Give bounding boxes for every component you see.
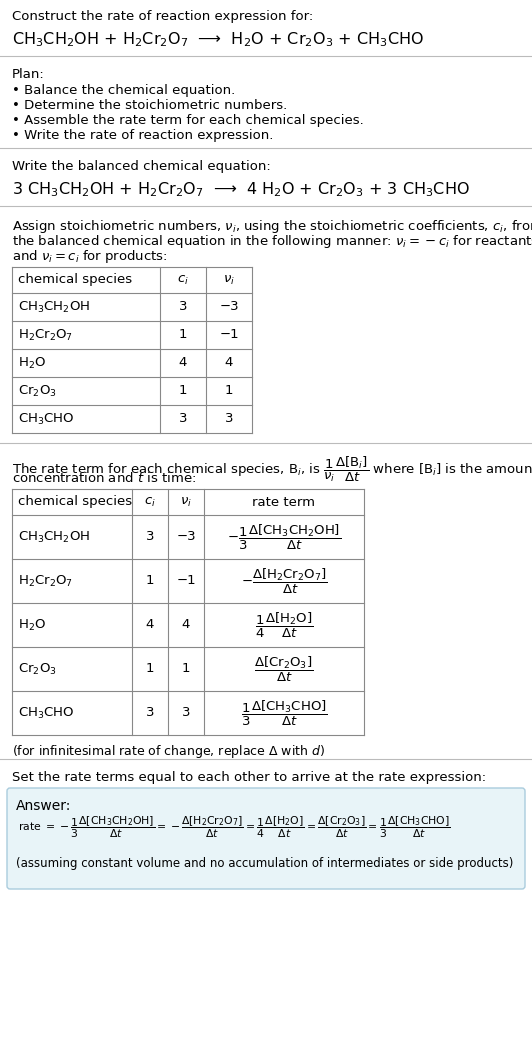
Text: 3 CH$_3$CH$_2$OH + H$_2$Cr$_2$O$_7$  ⟶  4 H$_2$O + Cr$_2$O$_3$ + 3 CH$_3$CHO: 3 CH$_3$CH$_2$OH + H$_2$Cr$_2$O$_7$ ⟶ 4 … bbox=[12, 180, 470, 199]
Text: Write the balanced chemical equation:: Write the balanced chemical equation: bbox=[12, 160, 271, 173]
Text: $c_i$: $c_i$ bbox=[177, 273, 189, 287]
Text: (for infinitesimal rate of change, replace Δ with $d$): (for infinitesimal rate of change, repla… bbox=[12, 743, 325, 760]
Text: CH$_3$CH$_2$OH: CH$_3$CH$_2$OH bbox=[18, 529, 90, 545]
Text: Answer:: Answer: bbox=[16, 799, 71, 813]
Text: • Balance the chemical equation.: • Balance the chemical equation. bbox=[12, 84, 235, 97]
Text: 4: 4 bbox=[179, 357, 187, 369]
Text: 1: 1 bbox=[146, 574, 154, 588]
Text: $\dfrac{\Delta[\mathrm{Cr_2O_3}]}{\Delta t}$: $\dfrac{\Delta[\mathrm{Cr_2O_3}]}{\Delta… bbox=[254, 655, 314, 684]
Text: $\dfrac{1}{4}\dfrac{\Delta[\mathrm{H_2O}]}{\Delta t}$: $\dfrac{1}{4}\dfrac{\Delta[\mathrm{H_2O}… bbox=[255, 611, 313, 639]
Text: Set the rate terms equal to each other to arrive at the rate expression:: Set the rate terms equal to each other t… bbox=[12, 771, 486, 784]
Text: $\dfrac{1}{3}\dfrac{\Delta[\mathrm{CH_3CHO}]}{\Delta t}$: $\dfrac{1}{3}\dfrac{\Delta[\mathrm{CH_3C… bbox=[240, 699, 327, 728]
Text: • Assemble the rate term for each chemical species.: • Assemble the rate term for each chemic… bbox=[12, 114, 364, 127]
Text: 1: 1 bbox=[182, 662, 190, 676]
Text: $-\dfrac{1}{3}\dfrac{\Delta[\mathrm{CH_3CH_2OH}]}{\Delta t}$: $-\dfrac{1}{3}\dfrac{\Delta[\mathrm{CH_3… bbox=[227, 522, 341, 551]
Text: 3: 3 bbox=[146, 530, 154, 544]
Text: • Determine the stoichiometric numbers.: • Determine the stoichiometric numbers. bbox=[12, 99, 287, 112]
Text: 1: 1 bbox=[179, 385, 187, 397]
Text: 4: 4 bbox=[182, 618, 190, 632]
Text: −1: −1 bbox=[176, 574, 196, 588]
Text: $c_i$: $c_i$ bbox=[144, 496, 156, 508]
Text: 4: 4 bbox=[146, 618, 154, 632]
Text: CH$_3$CHO: CH$_3$CHO bbox=[18, 705, 74, 721]
Text: CH$_3$CH$_2$OH: CH$_3$CH$_2$OH bbox=[18, 299, 90, 315]
Text: −3: −3 bbox=[219, 300, 239, 314]
Text: CH$_3$CH$_2$OH + H$_2$Cr$_2$O$_7$  ⟶  H$_2$O + Cr$_2$O$_3$ + CH$_3$CHO: CH$_3$CH$_2$OH + H$_2$Cr$_2$O$_7$ ⟶ H$_2… bbox=[12, 30, 424, 49]
Text: H$_2$O: H$_2$O bbox=[18, 617, 46, 633]
Text: −3: −3 bbox=[176, 530, 196, 544]
Text: −1: −1 bbox=[219, 328, 239, 341]
Text: H$_2$Cr$_2$O$_7$: H$_2$Cr$_2$O$_7$ bbox=[18, 573, 73, 589]
Text: 3: 3 bbox=[225, 412, 233, 426]
Text: chemical species: chemical species bbox=[18, 496, 132, 508]
Text: 3: 3 bbox=[179, 300, 187, 314]
Text: $\nu_i$: $\nu_i$ bbox=[223, 273, 235, 287]
Text: Cr$_2$O$_3$: Cr$_2$O$_3$ bbox=[18, 661, 57, 677]
Text: The rate term for each chemical species, B$_i$, is $\dfrac{1}{\nu_i}\dfrac{\Delt: The rate term for each chemical species,… bbox=[12, 455, 532, 484]
Text: Assign stoichiometric numbers, $\nu_i$, using the stoichiometric coefficients, $: Assign stoichiometric numbers, $\nu_i$, … bbox=[12, 218, 532, 235]
FancyBboxPatch shape bbox=[7, 788, 525, 889]
Text: H$_2$Cr$_2$O$_7$: H$_2$Cr$_2$O$_7$ bbox=[18, 327, 73, 342]
Text: and $\nu_i = c_i$ for products:: and $\nu_i = c_i$ for products: bbox=[12, 248, 168, 265]
Text: Construct the rate of reaction expression for:: Construct the rate of reaction expressio… bbox=[12, 10, 313, 23]
Text: H$_2$O: H$_2$O bbox=[18, 356, 46, 370]
Text: 3: 3 bbox=[182, 706, 190, 720]
Text: the balanced chemical equation in the following manner: $\nu_i = -c_i$ for react: the balanced chemical equation in the fo… bbox=[12, 233, 532, 250]
Text: chemical species: chemical species bbox=[18, 273, 132, 287]
Text: 4: 4 bbox=[225, 357, 233, 369]
Text: CH$_3$CHO: CH$_3$CHO bbox=[18, 411, 74, 427]
Text: 3: 3 bbox=[146, 706, 154, 720]
Text: 1: 1 bbox=[179, 328, 187, 341]
Text: $\nu_i$: $\nu_i$ bbox=[180, 496, 192, 508]
Text: Cr$_2$O$_3$: Cr$_2$O$_3$ bbox=[18, 384, 57, 399]
Text: rate term: rate term bbox=[253, 496, 315, 508]
Text: concentration and $t$ is time:: concentration and $t$ is time: bbox=[12, 471, 196, 485]
Text: • Write the rate of reaction expression.: • Write the rate of reaction expression. bbox=[12, 129, 273, 142]
Text: Plan:: Plan: bbox=[12, 68, 45, 81]
Text: 3: 3 bbox=[179, 412, 187, 426]
Text: $-\dfrac{\Delta[\mathrm{H_2Cr_2O_7}]}{\Delta t}$: $-\dfrac{\Delta[\mathrm{H_2Cr_2O_7}]}{\D… bbox=[240, 566, 327, 595]
Text: (assuming constant volume and no accumulation of intermediates or side products): (assuming constant volume and no accumul… bbox=[16, 857, 513, 870]
Text: 1: 1 bbox=[225, 385, 233, 397]
Text: rate $= -\dfrac{1}{3}\dfrac{\Delta[\mathrm{CH_3CH_2OH}]}{\Delta t} = -\dfrac{\De: rate $= -\dfrac{1}{3}\dfrac{\Delta[\math… bbox=[18, 814, 451, 840]
Text: 1: 1 bbox=[146, 662, 154, 676]
